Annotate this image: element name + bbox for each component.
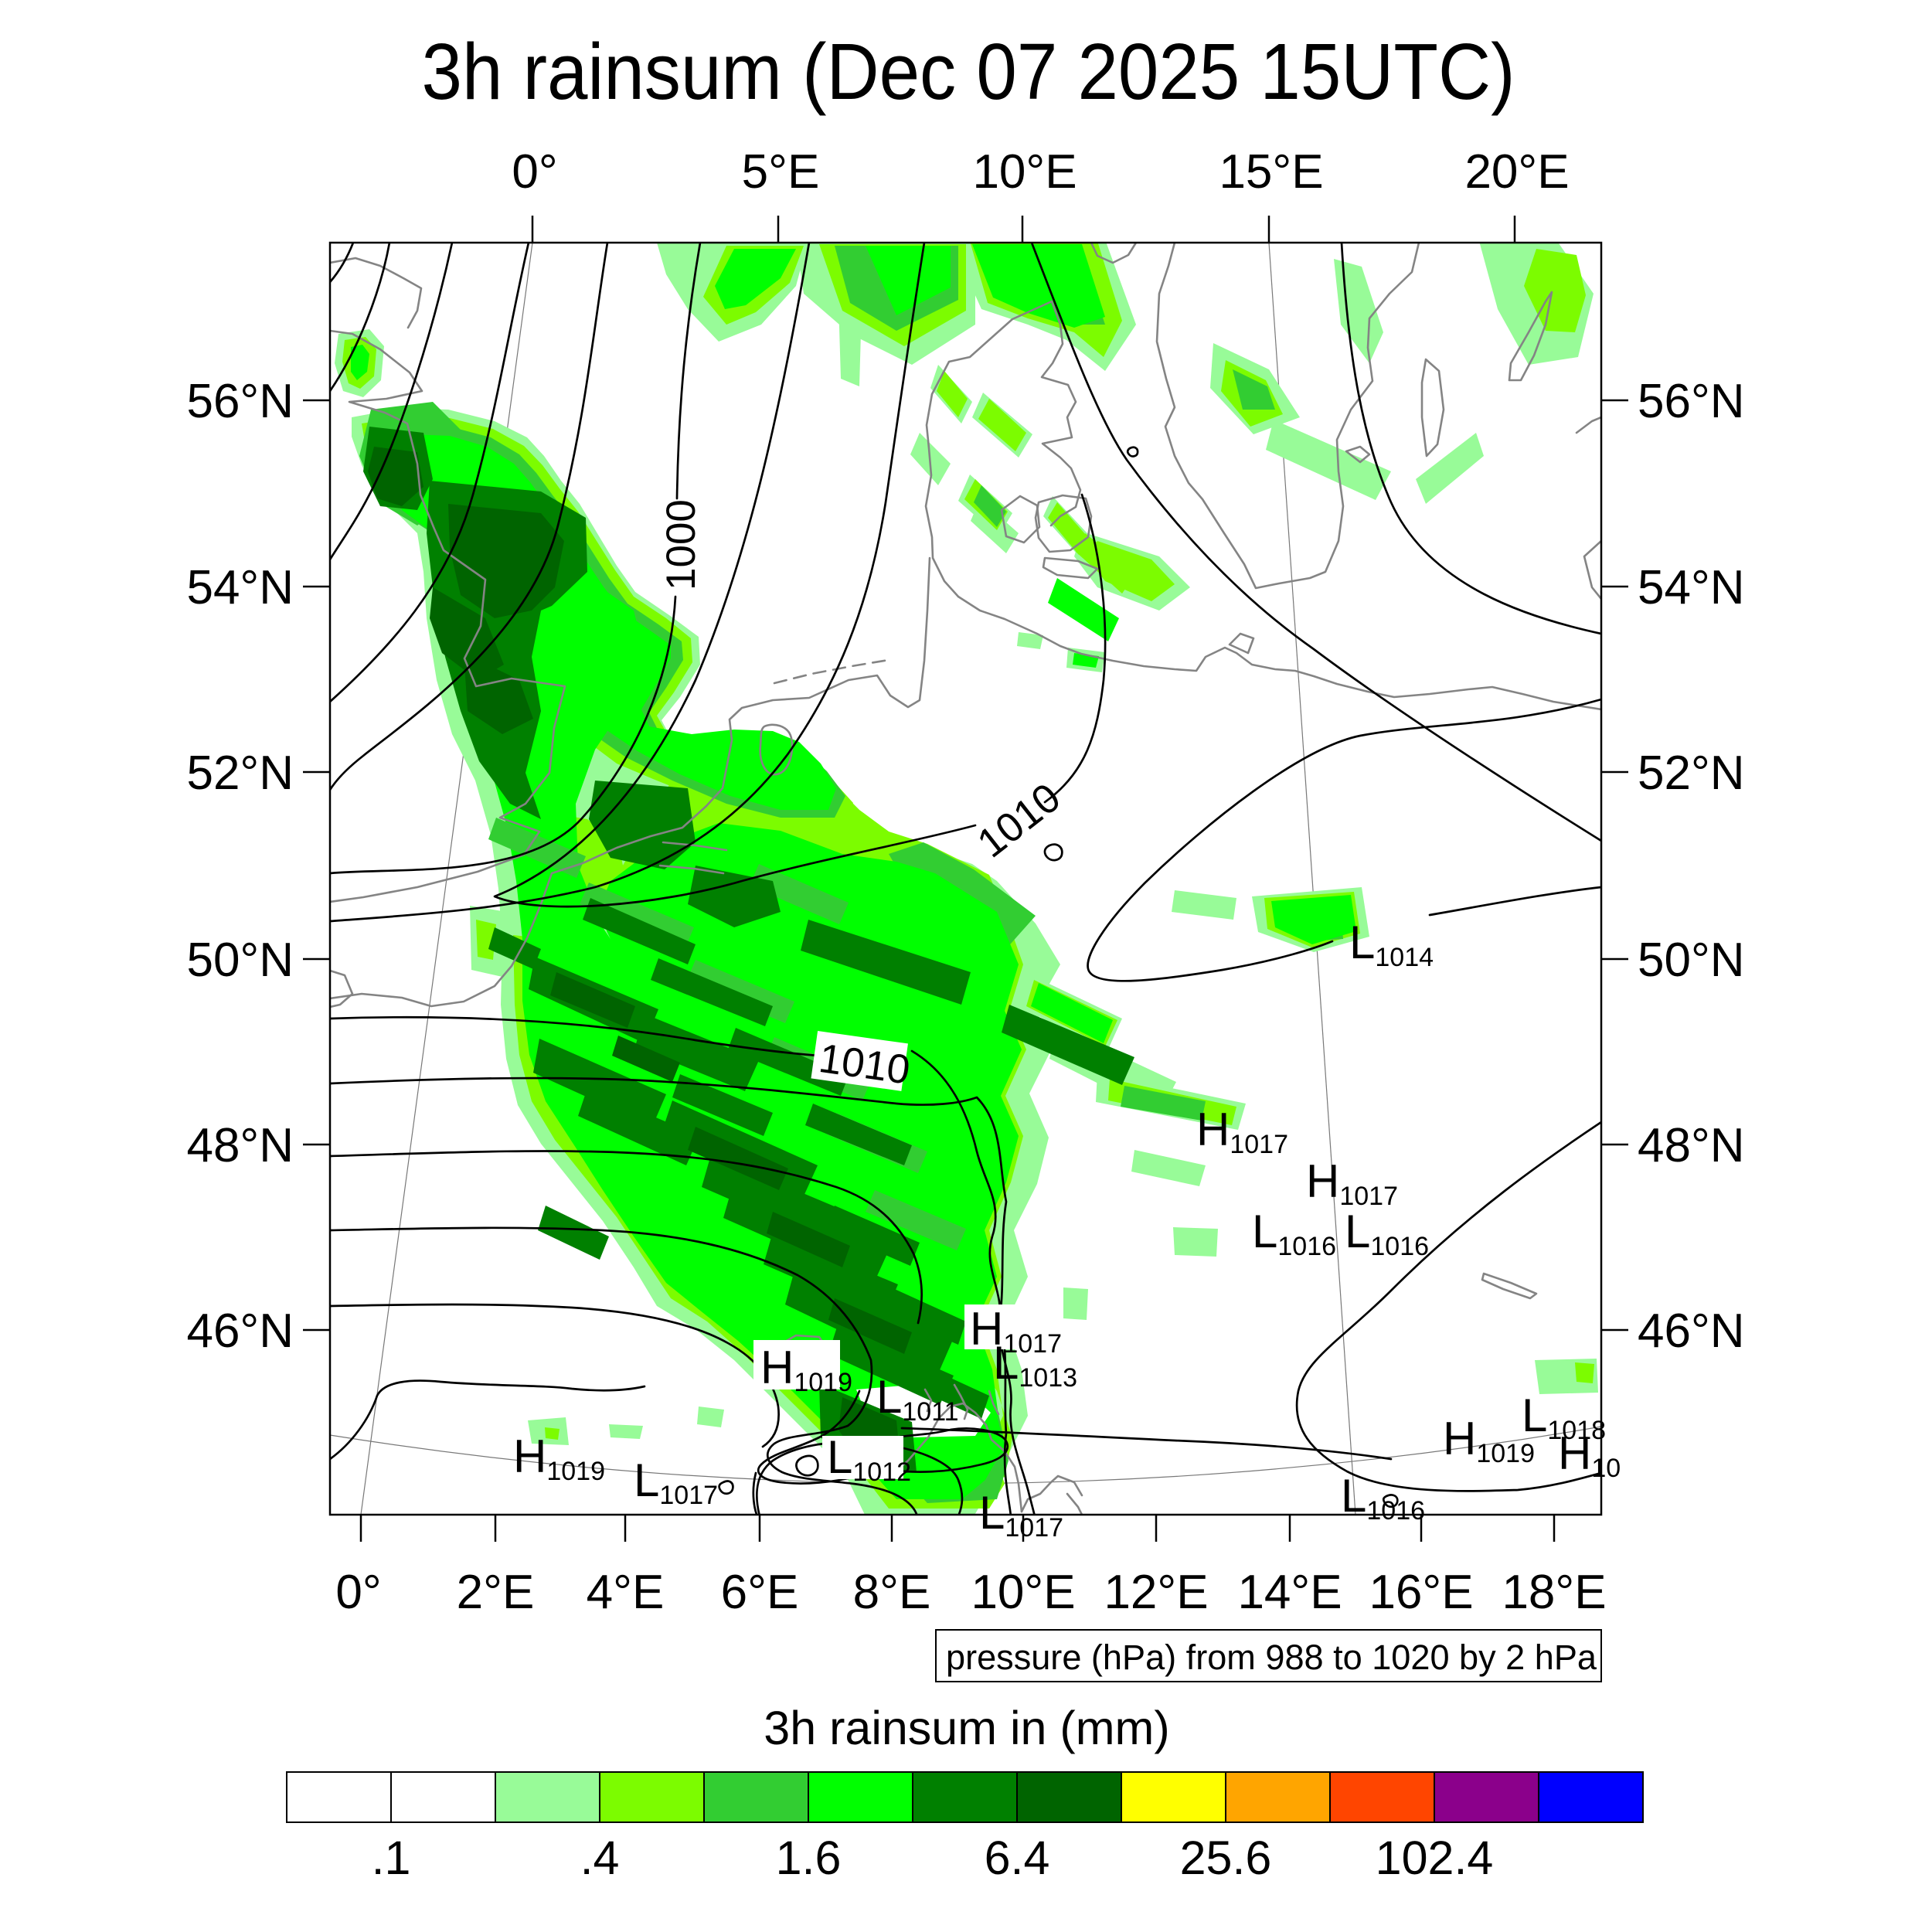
svg-text:50°N: 50°N (1638, 934, 1745, 987)
svg-text:6.4: 6.4 (985, 1832, 1050, 1884)
svg-text:15°E: 15°E (1219, 145, 1323, 199)
svg-text:10°E: 10°E (971, 1566, 1075, 1619)
svg-text:.1: .1 (372, 1832, 411, 1884)
svg-text:2°E: 2°E (457, 1566, 535, 1619)
svg-text:46°N: 46°N (1638, 1304, 1745, 1358)
svg-text:16°E: 16°E (1369, 1566, 1473, 1619)
svg-text:8°E: 8°E (853, 1566, 931, 1619)
svg-text:52°N: 52°N (186, 747, 294, 800)
svg-text:3h rainsum in (mm): 3h rainsum in (mm) (764, 1702, 1169, 1754)
svg-text:1.6: 1.6 (776, 1832, 842, 1884)
svg-text:pressure (hPa) from 988 to 102: pressure (hPa) from 988 to 1020 by 2 hPa (946, 1638, 1597, 1677)
svg-text:25.6: 25.6 (1180, 1832, 1272, 1884)
svg-text:56°N: 56°N (186, 375, 294, 428)
svg-text:52°N: 52°N (1638, 747, 1745, 800)
svg-text:18°E: 18°E (1502, 1566, 1606, 1619)
svg-text:48°N: 48°N (1638, 1119, 1745, 1172)
svg-text:0°: 0° (335, 1566, 381, 1619)
svg-text:3h rainsum (Dec 07 2025 15UTC): 3h rainsum (Dec 07 2025 15UTC) (422, 27, 1515, 116)
svg-text:54°N: 54°N (186, 561, 294, 614)
svg-text:56°N: 56°N (1638, 375, 1745, 428)
svg-text:46°N: 46°N (186, 1304, 294, 1358)
svg-text:12°E: 12°E (1104, 1566, 1208, 1619)
svg-text:.4: .4 (580, 1832, 620, 1884)
svg-text:6°E: 6°E (721, 1566, 799, 1619)
svg-text:1000: 1000 (658, 499, 704, 590)
svg-text:5°E: 5°E (742, 145, 820, 199)
svg-text:50°N: 50°N (186, 934, 294, 987)
svg-text:54°N: 54°N (1638, 561, 1745, 614)
svg-text:20°E: 20°E (1464, 145, 1569, 199)
svg-text:14°E: 14°E (1237, 1566, 1342, 1619)
svg-text:48°N: 48°N (186, 1119, 294, 1172)
svg-text:10°E: 10°E (972, 145, 1077, 199)
svg-text:0°: 0° (512, 145, 557, 199)
svg-text:102.4: 102.4 (1376, 1832, 1494, 1884)
svg-text:L1016: L1016 (1341, 1470, 1425, 1526)
svg-text:4°E: 4°E (587, 1566, 665, 1619)
